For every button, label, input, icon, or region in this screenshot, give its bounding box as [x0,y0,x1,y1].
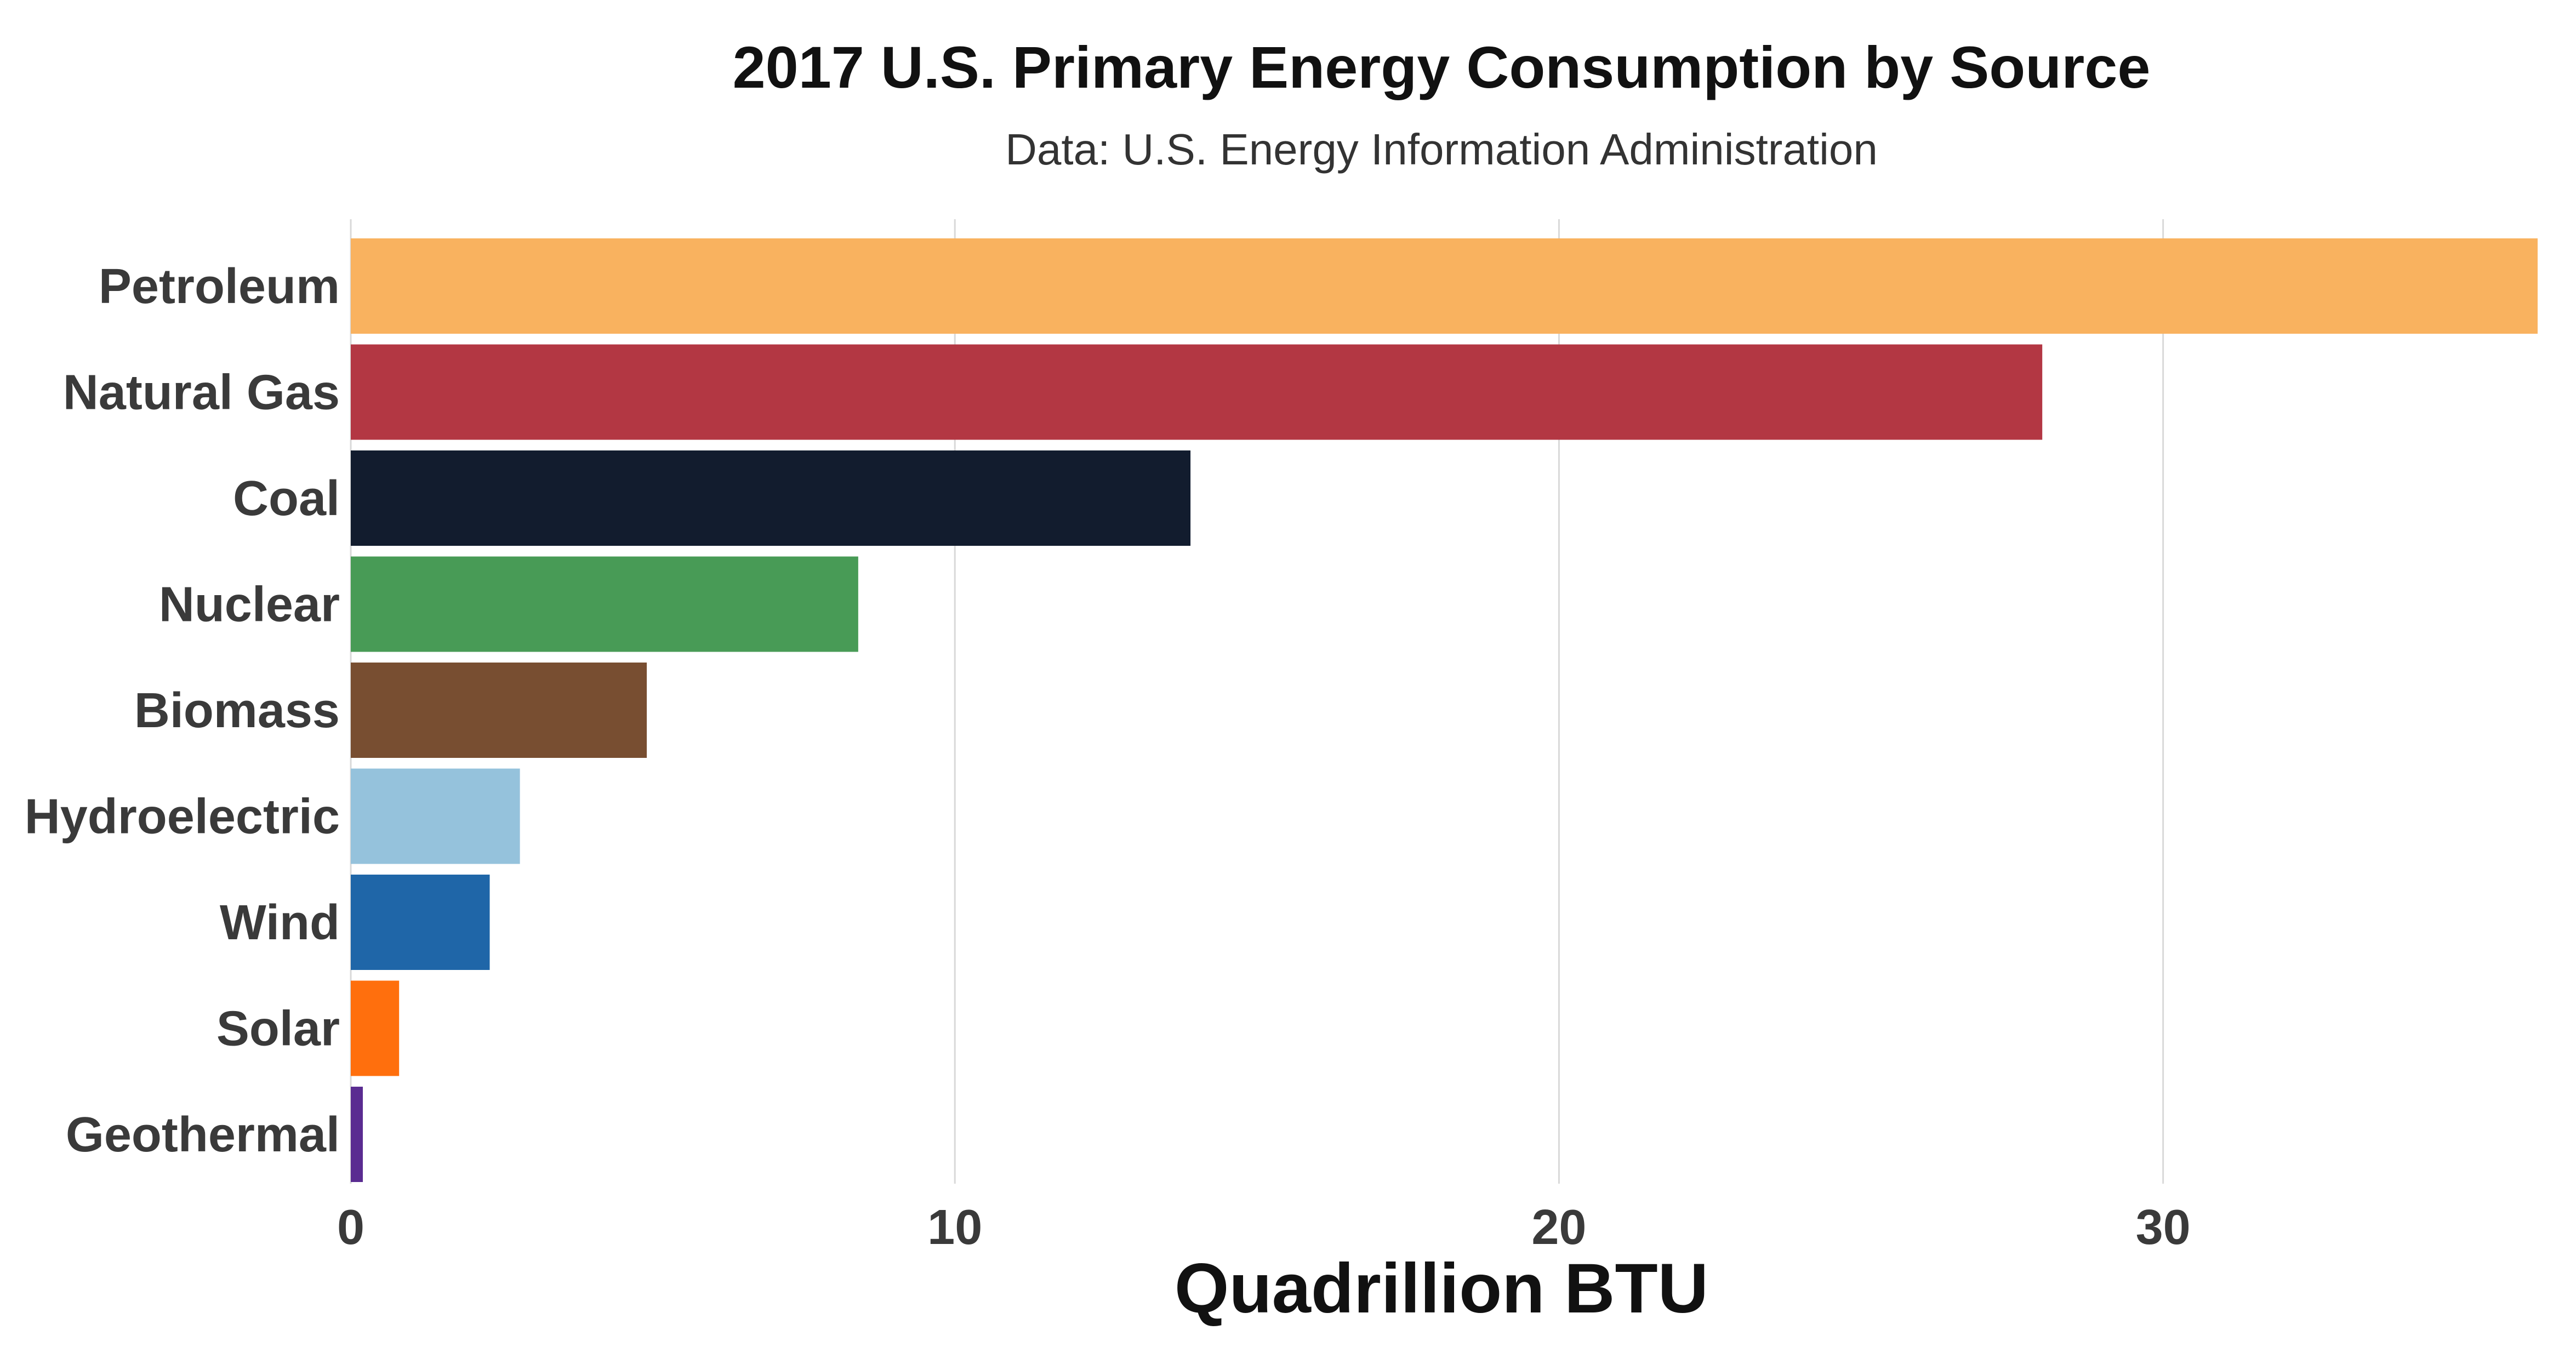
bar-biomass [351,663,647,758]
category-label: Natural Gas [63,366,340,420]
x-axis-title: Quadrillion BTU [1175,1249,1708,1328]
category-label: Coal [233,471,340,526]
x-tick-label: 10 [927,1200,982,1255]
bar-solar [351,980,400,1076]
bar-natural-gas [351,344,2043,440]
category-label: Solar [216,1002,340,1057]
bar-geothermal [351,1087,363,1182]
category-label: Nuclear [159,578,340,632]
category-labels: Petroleum Natural Gas Coal Nuclear Biomass Hy… [25,259,340,1162]
category-label: Geothermal [66,1108,340,1162]
x-tick-label: 0 [337,1200,364,1255]
x-tick-label: 30 [2136,1200,2191,1255]
category-label: Biomass [134,683,340,738]
bar-hydroelectric [351,768,520,864]
bars [351,238,2538,1182]
bar-petroleum [351,238,2538,334]
x-tick-label: 20 [1531,1200,1586,1255]
category-label: Hydroelectric [25,790,340,844]
bar-wind [351,875,490,970]
category-label: Petroleum [99,259,340,314]
chart-title: 2017 U.S. Primary Energy Consumption by … [733,34,2151,100]
x-tick-labels: 0 10 20 30 [337,1200,2191,1255]
bar-coal [351,450,1191,546]
chart-subtitle: Data: U.S. Energy Information Administra… [1005,125,1878,174]
bar-nuclear [351,556,858,652]
category-label: Wind [220,895,340,950]
